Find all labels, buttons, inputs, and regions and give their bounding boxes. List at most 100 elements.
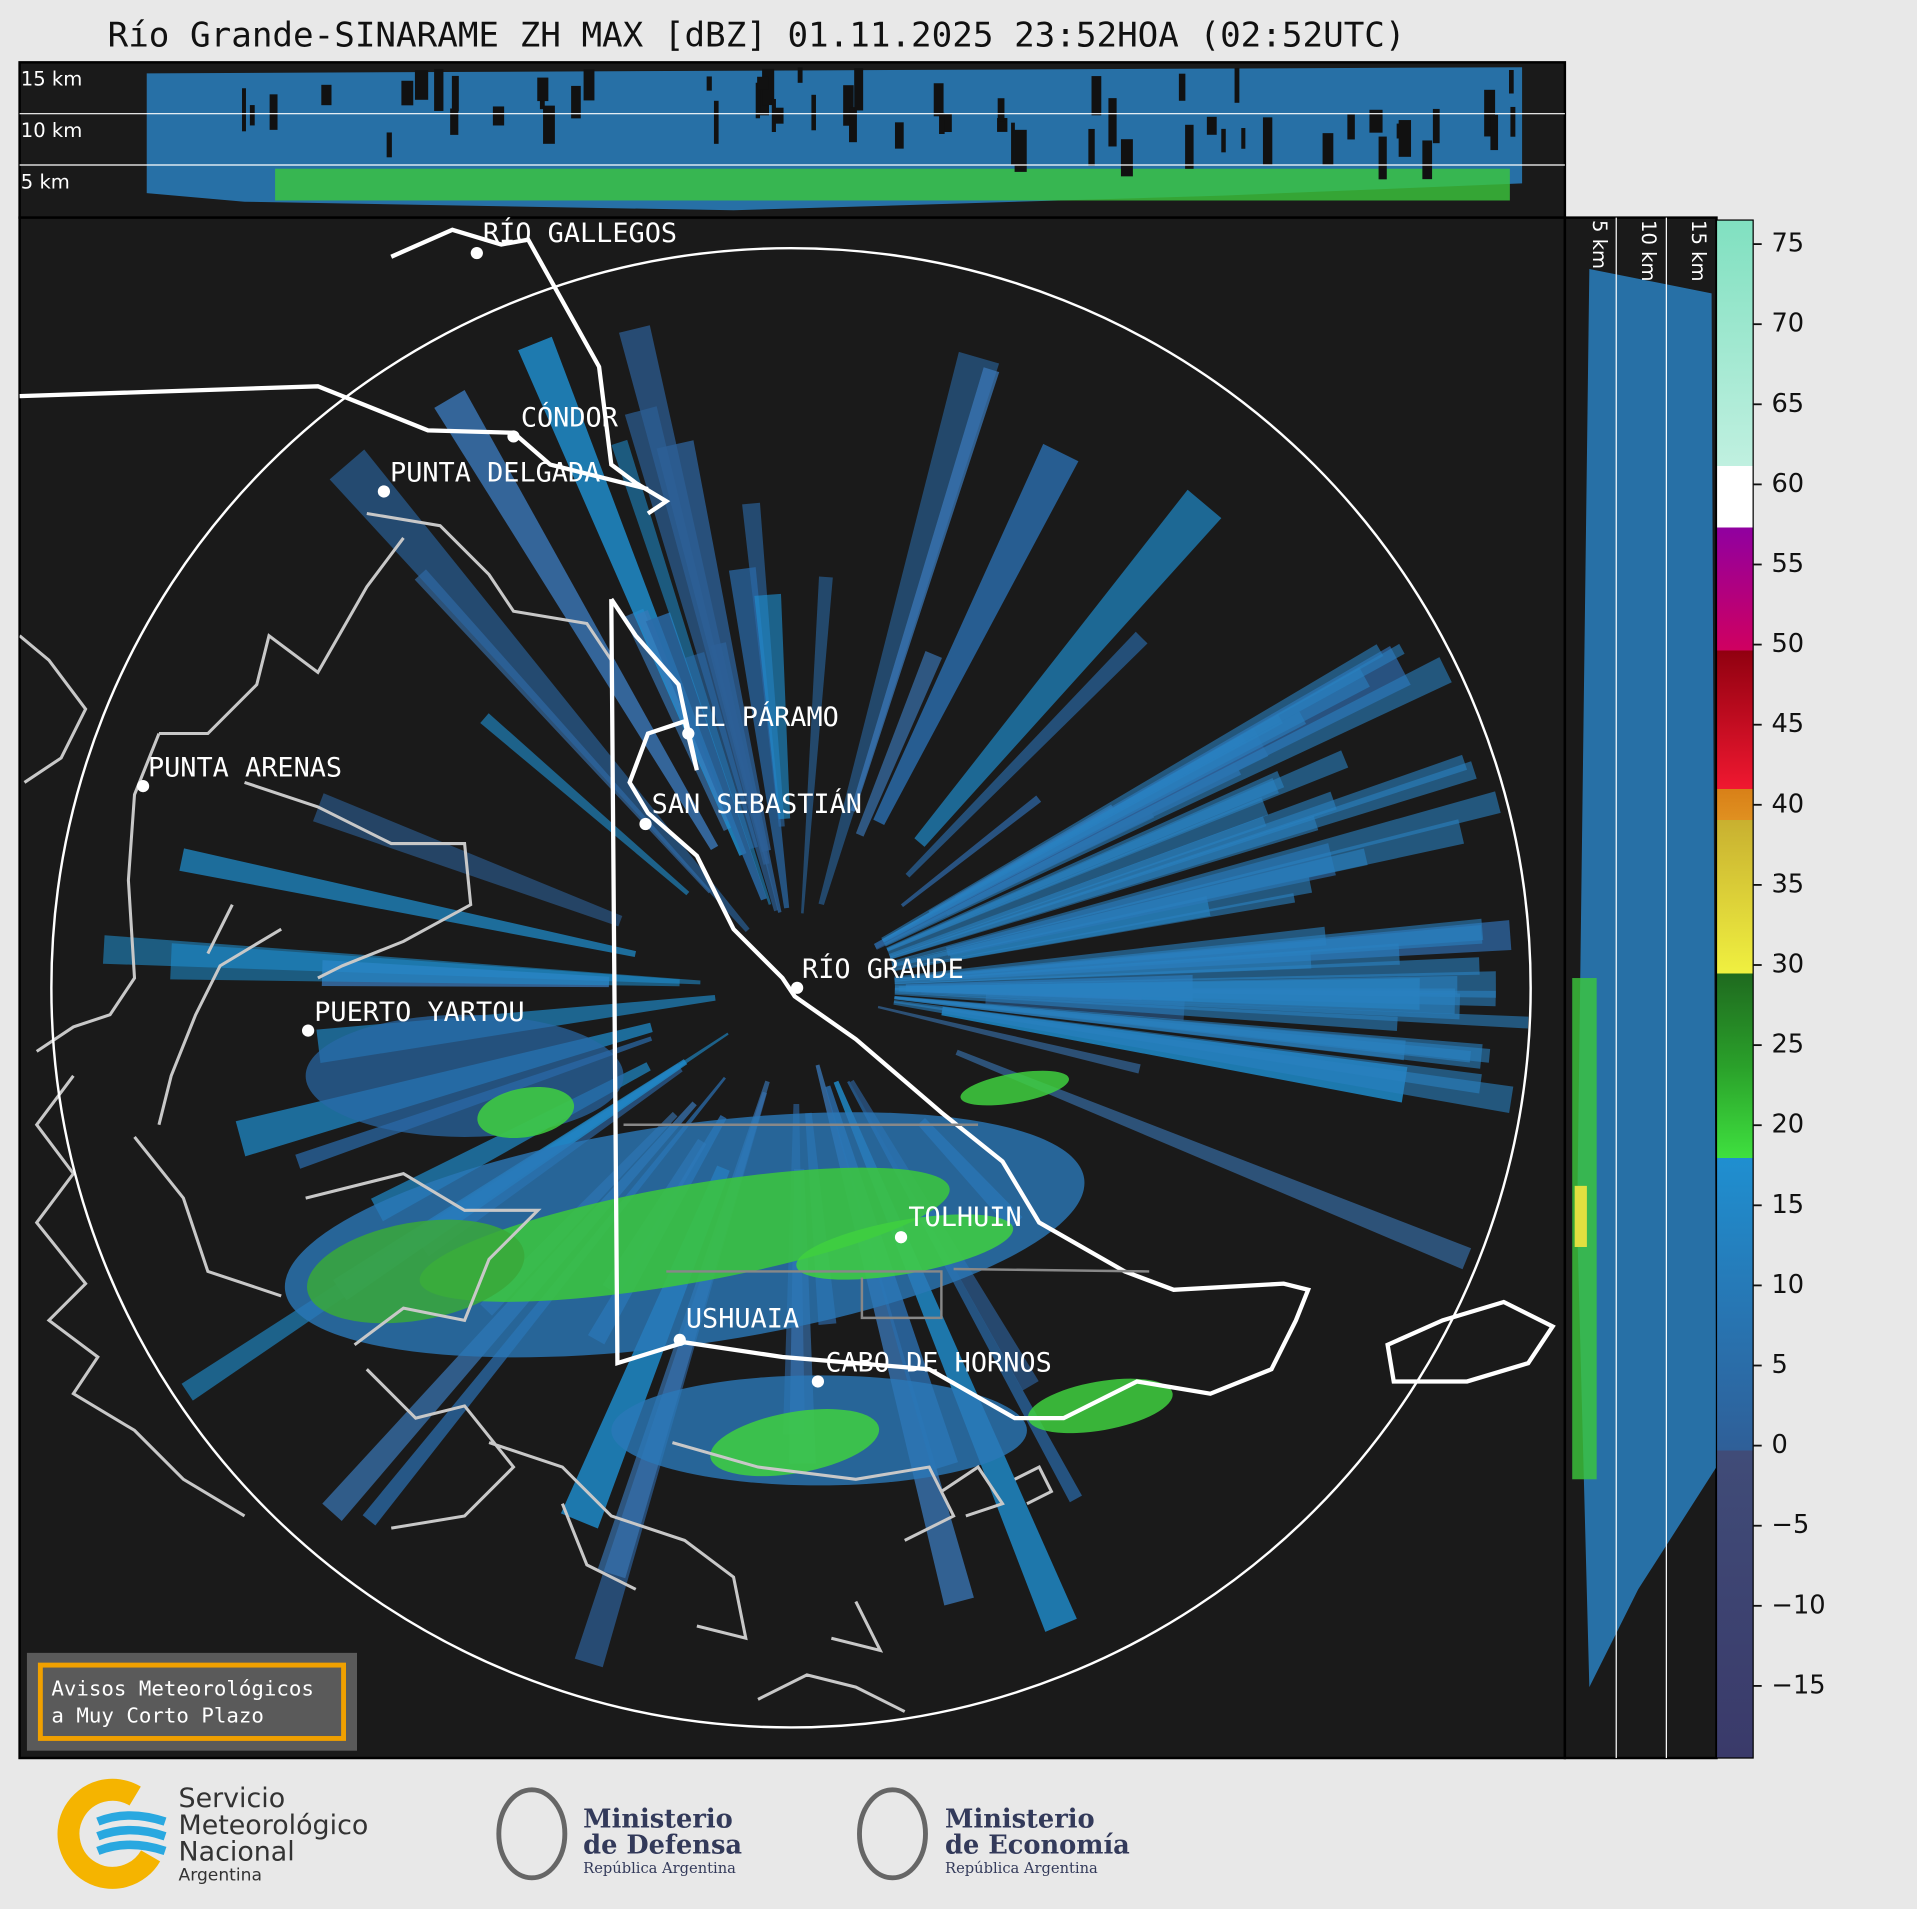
place-dot bbox=[507, 430, 520, 443]
profile-gap bbox=[1234, 67, 1240, 103]
echo-spoke bbox=[894, 996, 1491, 1063]
echo-spoke bbox=[894, 992, 1398, 1031]
profile-gap bbox=[1262, 117, 1273, 165]
place-label: SAN SEBASTIÁN bbox=[652, 788, 862, 820]
right-echoes bbox=[1572, 268, 1717, 1688]
echo-spoke bbox=[685, 651, 759, 850]
profile-echo bbox=[275, 168, 1510, 201]
echo-core bbox=[419, 1167, 950, 1302]
profile-gap bbox=[811, 94, 816, 131]
echo-spoke bbox=[179, 848, 636, 958]
echo-core bbox=[477, 1086, 575, 1139]
colorbar-tick-label: 15 bbox=[1771, 1190, 1804, 1220]
notice-border bbox=[37, 1662, 347, 1741]
echo-spoke bbox=[888, 791, 1337, 958]
place-dot bbox=[377, 485, 391, 498]
echo-spoke bbox=[905, 631, 1148, 878]
height-label: 5 km bbox=[1588, 220, 1611, 269]
echo-spoke bbox=[900, 795, 1042, 908]
logo-text: de Defensa bbox=[583, 1830, 742, 1860]
profile-gap bbox=[854, 68, 864, 111]
place-label: RÍO GRANDE bbox=[802, 953, 964, 985]
colorbar-tick-label: −5 bbox=[1771, 1510, 1809, 1540]
top-echoes bbox=[146, 67, 1523, 211]
profile-gap bbox=[1509, 69, 1514, 94]
colorbar-tick-label: 25 bbox=[1771, 1030, 1804, 1060]
profile-echo bbox=[1577, 268, 1717, 1688]
profile-gap bbox=[1206, 116, 1217, 135]
place-label: CÓNDOR bbox=[521, 402, 619, 434]
place-dot bbox=[136, 779, 150, 793]
profile-gap bbox=[1378, 136, 1387, 180]
colorbar-tick-label: −15 bbox=[1771, 1670, 1825, 1700]
profile-gap bbox=[1011, 122, 1015, 166]
notice-text: a Muy Corto Plazo bbox=[51, 1704, 264, 1728]
place-dot bbox=[894, 1231, 908, 1244]
colorbar-tick-label: −10 bbox=[1771, 1590, 1825, 1620]
colorbar-tick-label: 35 bbox=[1771, 869, 1804, 899]
profile-gap bbox=[249, 105, 255, 126]
colorbar-tick-label: 20 bbox=[1771, 1110, 1804, 1140]
colorbar-tick-label: 5 bbox=[1771, 1350, 1787, 1380]
logo-text: Nacional bbox=[179, 1837, 295, 1868]
echo-core bbox=[960, 1070, 1069, 1106]
echo-spoke bbox=[480, 713, 690, 896]
place-label: USHUAIA bbox=[686, 1304, 799, 1335]
profile-gap bbox=[571, 85, 581, 119]
echo-area bbox=[305, 1014, 624, 1137]
place-dot bbox=[811, 1375, 825, 1388]
profile-gap bbox=[849, 107, 857, 143]
echo-core bbox=[307, 1219, 525, 1324]
profile-gap bbox=[543, 105, 555, 144]
echo-spoke bbox=[850, 367, 1000, 812]
profile-gap bbox=[939, 112, 945, 134]
echo-core bbox=[796, 1214, 1014, 1280]
profile-gap bbox=[713, 100, 719, 144]
borders bbox=[19, 227, 1556, 1421]
echo-spoke bbox=[656, 440, 771, 852]
profile-gap bbox=[843, 85, 854, 126]
profile-gap bbox=[1432, 108, 1440, 144]
logo-text: Servicio bbox=[179, 1783, 286, 1814]
province-lines bbox=[623, 1123, 1150, 1320]
profile-echo bbox=[1574, 1185, 1587, 1247]
profile-gap bbox=[1108, 98, 1117, 147]
colorbar-tick-label: 70 bbox=[1771, 309, 1804, 339]
echo-spoke bbox=[891, 791, 1501, 965]
logo-text: de Economía bbox=[945, 1830, 1130, 1860]
echo-spoke bbox=[882, 711, 1307, 943]
colorbar-tick-label: 65 bbox=[1771, 389, 1804, 419]
places: RÍO GALLEGOS CÓNDOR PUNTA DELGADA EL PÁRAMO… bbox=[136, 217, 1052, 1388]
profile-gap bbox=[1178, 73, 1186, 101]
echo-spoke bbox=[884, 657, 1452, 947]
profile-gap bbox=[1088, 128, 1095, 166]
defensa-logo: Ministerio de Defensa República Argentin… bbox=[496, 1787, 742, 1881]
echo-spoke bbox=[877, 1005, 1141, 1074]
profile-gap bbox=[492, 106, 505, 126]
place-dot bbox=[673, 1333, 686, 1347]
echo-spoke bbox=[728, 567, 790, 909]
profile-gap bbox=[997, 118, 1008, 132]
colorbar-tick-label: 50 bbox=[1771, 629, 1804, 659]
profile-gap bbox=[1422, 140, 1433, 180]
profile-gap bbox=[1347, 114, 1355, 140]
place-dot bbox=[791, 981, 804, 994]
echo-spoke bbox=[894, 926, 1327, 980]
height-label: 10 km bbox=[21, 119, 82, 142]
profile-gap bbox=[1490, 114, 1499, 151]
economia-logo: Ministerio de Economía República Argenti… bbox=[857, 1787, 1130, 1881]
profile-gap bbox=[401, 80, 414, 106]
profile-gap bbox=[1322, 133, 1334, 166]
title: Río Grande-SINARAME ZH MAX [dBZ] 01.11.2… bbox=[108, 15, 1406, 55]
colorbar bbox=[1715, 219, 1754, 1759]
profile-gap bbox=[942, 113, 952, 133]
place-label: PUERTO YARTOU bbox=[314, 997, 524, 1028]
profile-gap bbox=[583, 69, 595, 101]
logo-text: Meteorológico bbox=[179, 1810, 369, 1841]
height-label: 5 km bbox=[21, 170, 70, 193]
profile-gap bbox=[451, 75, 459, 112]
colorbar-tick-label: 45 bbox=[1771, 709, 1804, 739]
radar-echoes bbox=[102, 325, 1529, 1668]
profile-gap bbox=[450, 108, 459, 135]
echo-spoke bbox=[894, 943, 1400, 985]
